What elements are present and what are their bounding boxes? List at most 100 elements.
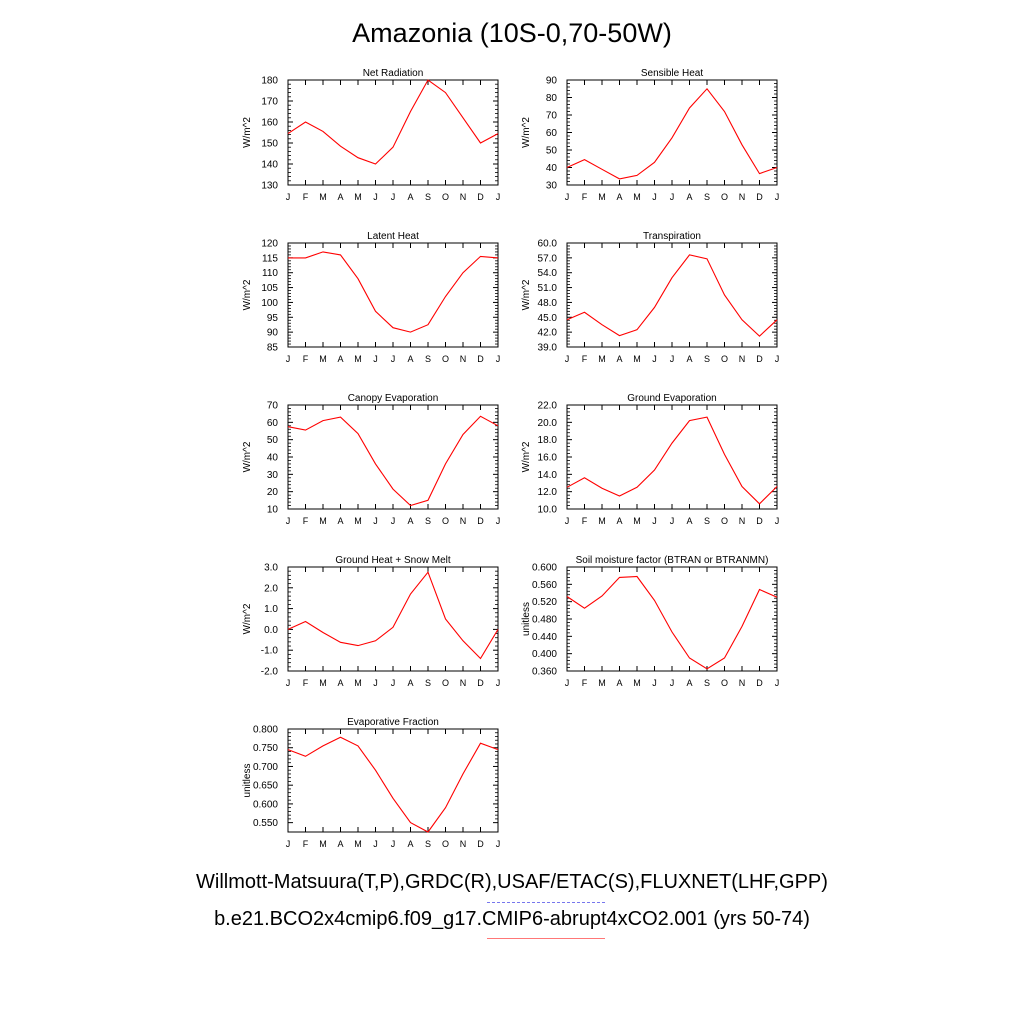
y-tick-label: 0.440 (532, 632, 557, 643)
series-line (566, 416, 778, 505)
x-tick-label: N (460, 516, 467, 526)
x-tick-label: D (756, 354, 763, 364)
y-tick-label: 0.520 (532, 597, 557, 608)
x-tick-label: A (616, 678, 622, 688)
x-tick-label: D (477, 354, 484, 364)
y-tick-label: 95 (267, 313, 279, 324)
x-tick-label: O (721, 354, 728, 364)
x-tick-label: F (303, 516, 309, 526)
series-line (566, 87, 778, 180)
x-tick-label: M (598, 516, 606, 526)
y-tick-label: 0.650 (253, 781, 278, 792)
plot-frame (287, 728, 499, 833)
x-tick-label: D (756, 192, 763, 202)
x-tick-label: D (756, 678, 763, 688)
x-tick-label: M (319, 192, 327, 202)
x-tick-label: S (704, 354, 710, 364)
y-tick-label: 0.750 (253, 743, 278, 754)
x-tick-label: N (460, 354, 467, 364)
y-axis-label: W/m^2 (242, 117, 253, 148)
chart-panel: J F M A M J J A S O N D J39.042.045.048.051.054.057.… (521, 231, 779, 364)
x-tick-label: J (496, 192, 501, 202)
x-tick-label: J (565, 192, 570, 202)
y-tick-label: -2.0 (261, 667, 279, 678)
x-tick-label: F (582, 354, 588, 364)
y-tick-label: 50 (267, 435, 279, 446)
y-tick-label: 22.0 (538, 401, 558, 412)
x-tick-label: J (373, 839, 378, 849)
series-line (288, 251, 499, 333)
legend-model-swatch (487, 938, 605, 939)
y-tick-label: 90 (267, 328, 279, 339)
figure-title: Amazonia (10S-0,70-50W) (352, 18, 672, 48)
series-line (287, 79, 499, 165)
y-axis-label: unitless (242, 764, 253, 798)
x-tick-label: O (721, 192, 728, 202)
x-tick-label: J (565, 678, 570, 688)
y-axis-label: W/m^2 (242, 603, 253, 634)
x-tick-label: M (319, 678, 327, 688)
x-tick-label: N (460, 678, 467, 688)
series-line (287, 571, 499, 660)
x-tick-label: A (407, 839, 413, 849)
y-tick-label: 115 (262, 253, 278, 264)
y-tick-label: 40 (267, 453, 279, 464)
x-tick-label: J (565, 516, 570, 526)
x-tick-label: J (391, 678, 396, 688)
x-tick-label: J (652, 678, 657, 688)
x-tick-label: A (407, 516, 413, 526)
x-tick-label: N (739, 354, 746, 364)
x-tick-label: A (337, 192, 343, 202)
x-tick-label: M (598, 192, 606, 202)
x-tick-label: J (775, 192, 780, 202)
x-tick-label: J (286, 516, 291, 526)
y-axis-label: W/m^2 (242, 279, 253, 310)
x-tick-label: S (425, 678, 431, 688)
panel-title: Latent Heat (367, 231, 419, 242)
x-tick-label: J (286, 192, 291, 202)
y-tick-label: 105 (261, 283, 278, 294)
x-tick-label: O (442, 678, 449, 688)
y-tick-label: 70 (267, 401, 279, 412)
x-tick-label: J (286, 354, 291, 364)
y-tick-label: 0.600 (253, 799, 278, 810)
x-tick-label: D (477, 678, 484, 688)
y-tick-label: 140 (261, 160, 278, 171)
y-tick-label: 30 (267, 470, 279, 481)
x-tick-label: F (582, 678, 588, 688)
panel-title: Transpiration (643, 231, 701, 242)
x-tick-label: M (354, 354, 362, 364)
series-line (566, 254, 778, 337)
series-line (566, 575, 778, 670)
x-tick-label: S (425, 354, 431, 364)
y-tick-label: 0.700 (253, 762, 278, 773)
x-tick-label: N (739, 192, 746, 202)
x-tick-label: A (686, 354, 692, 364)
y-tick-label: 70 (546, 111, 558, 122)
x-tick-label: F (582, 192, 588, 202)
x-tick-label: J (496, 354, 501, 364)
y-tick-label: 120 (261, 239, 278, 250)
x-tick-label: N (460, 839, 467, 849)
x-tick-label: J (775, 678, 780, 688)
y-tick-label: -1.0 (261, 646, 279, 657)
x-tick-label: A (616, 516, 622, 526)
y-axis-label: W/m^2 (521, 279, 532, 310)
x-tick-label: J (373, 354, 378, 364)
x-tick-label: J (373, 516, 378, 526)
x-tick-label: J (391, 839, 396, 849)
y-tick-label: 54.0 (538, 268, 558, 279)
x-tick-label: J (373, 192, 378, 202)
x-tick-label: A (337, 354, 343, 364)
x-tick-label: J (286, 678, 291, 688)
x-tick-label: A (686, 678, 692, 688)
y-tick-label: 80 (546, 93, 558, 104)
x-tick-label: O (442, 839, 449, 849)
y-tick-label: 130 (261, 181, 278, 192)
y-tick-label: 0.600 (532, 563, 557, 574)
x-tick-label: J (496, 516, 501, 526)
x-tick-label: J (373, 678, 378, 688)
y-tick-label: 60.0 (538, 239, 558, 250)
plot-frame (566, 79, 778, 186)
y-tick-label: 16.0 (538, 453, 558, 464)
